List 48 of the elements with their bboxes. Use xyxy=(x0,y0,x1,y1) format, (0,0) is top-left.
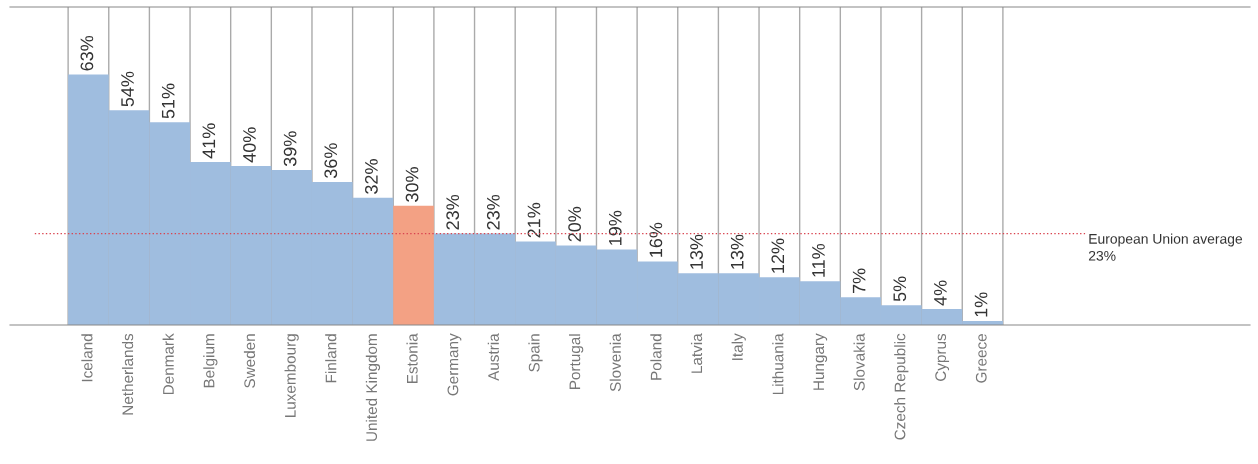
x-tick-label: Lithuania xyxy=(772,333,784,395)
x-tick-label: Belgium xyxy=(203,334,218,388)
data-label: 41% xyxy=(202,123,216,159)
data-label: 16% xyxy=(649,222,663,257)
x-tick-label: Cyprus xyxy=(935,333,950,381)
x-tick-label: Czech Republic xyxy=(894,333,909,440)
ref-line-label: European Union average 23% xyxy=(1088,233,1243,261)
data-label: 54% xyxy=(121,71,134,107)
data-label: 4% xyxy=(934,280,947,306)
x-tick-label: Estonia xyxy=(406,333,418,384)
data-label: 23% xyxy=(486,194,500,230)
data-label: 1% xyxy=(974,292,988,317)
x-tick-label: Latvia xyxy=(690,333,703,373)
x-tick-label: Slovakia xyxy=(853,333,865,391)
data-label: 21% xyxy=(527,202,541,238)
data-label: 63% xyxy=(80,35,94,71)
data-label: 23% xyxy=(446,194,460,230)
data-label: 13% xyxy=(730,234,744,269)
x-tick-label: Finland xyxy=(325,334,337,383)
data-label: 11% xyxy=(812,243,825,277)
data-label: 19% xyxy=(608,210,622,245)
x-tick-label: Germany xyxy=(447,333,462,396)
x-tick-label: Iceland xyxy=(81,334,93,382)
data-label: 7% xyxy=(852,268,866,294)
data-label: 51% xyxy=(161,83,175,119)
x-tick-label: Netherlands xyxy=(121,333,134,415)
x-tick-label: Austria xyxy=(487,333,499,381)
data-label: 40% xyxy=(243,127,256,163)
x-tick-label: Italy xyxy=(731,333,746,360)
data-label: 13% xyxy=(690,234,703,269)
x-tick-label: Slovenia xyxy=(609,333,621,392)
data-label: 12% xyxy=(771,238,785,273)
bar xyxy=(393,205,434,325)
x-tick-label: Luxembourg xyxy=(284,334,299,417)
x-tick-label: Poland xyxy=(650,334,662,380)
x-tick-label: Hungary xyxy=(813,333,828,390)
data-label: 32% xyxy=(365,159,378,194)
data-label: 36% xyxy=(324,143,338,179)
x-tick-label: Denmark xyxy=(162,333,174,395)
x-tick-label: Portugal xyxy=(569,334,584,389)
x-tick-label: Greece xyxy=(975,334,987,383)
x-tick-label: Sweden xyxy=(243,334,256,388)
data-label: 5% xyxy=(893,276,907,302)
x-tick-label: Spain xyxy=(528,334,543,372)
data-label: 30% xyxy=(405,167,419,202)
data-label: 39% xyxy=(283,131,297,167)
data-label: 20% xyxy=(568,206,581,242)
x-tick-label: United Kingdom xyxy=(365,334,381,441)
